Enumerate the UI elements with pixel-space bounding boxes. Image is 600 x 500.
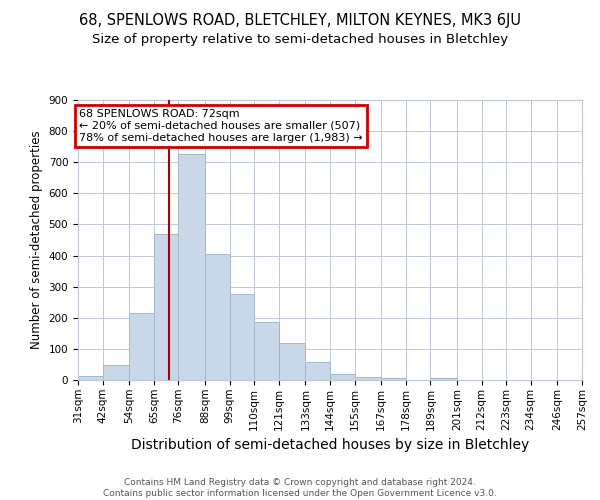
Bar: [430, 378, 457, 380]
Bar: [129, 313, 154, 380]
Bar: [330, 374, 355, 380]
Bar: [381, 378, 406, 380]
Bar: [355, 377, 381, 380]
Y-axis label: Number of semi-detached properties: Number of semi-detached properties: [30, 130, 43, 350]
Bar: [305, 362, 330, 380]
Bar: [103, 365, 129, 380]
Bar: [178, 154, 205, 380]
Bar: [154, 234, 178, 380]
Bar: [78, 376, 103, 380]
Bar: [205, 254, 230, 380]
X-axis label: Distribution of semi-detached houses by size in Bletchley: Distribution of semi-detached houses by …: [131, 438, 529, 452]
Text: 68 SPENLOWS ROAD: 72sqm
← 20% of semi-detached houses are smaller (507)
78% of s: 68 SPENLOWS ROAD: 72sqm ← 20% of semi-de…: [79, 110, 363, 142]
Bar: [230, 294, 254, 380]
Text: Size of property relative to semi-detached houses in Bletchley: Size of property relative to semi-detach…: [92, 32, 508, 46]
Bar: [254, 322, 279, 380]
Bar: [279, 344, 305, 380]
Text: Contains HM Land Registry data © Crown copyright and database right 2024.
Contai: Contains HM Land Registry data © Crown c…: [103, 478, 497, 498]
Text: 68, SPENLOWS ROAD, BLETCHLEY, MILTON KEYNES, MK3 6JU: 68, SPENLOWS ROAD, BLETCHLEY, MILTON KEY…: [79, 12, 521, 28]
